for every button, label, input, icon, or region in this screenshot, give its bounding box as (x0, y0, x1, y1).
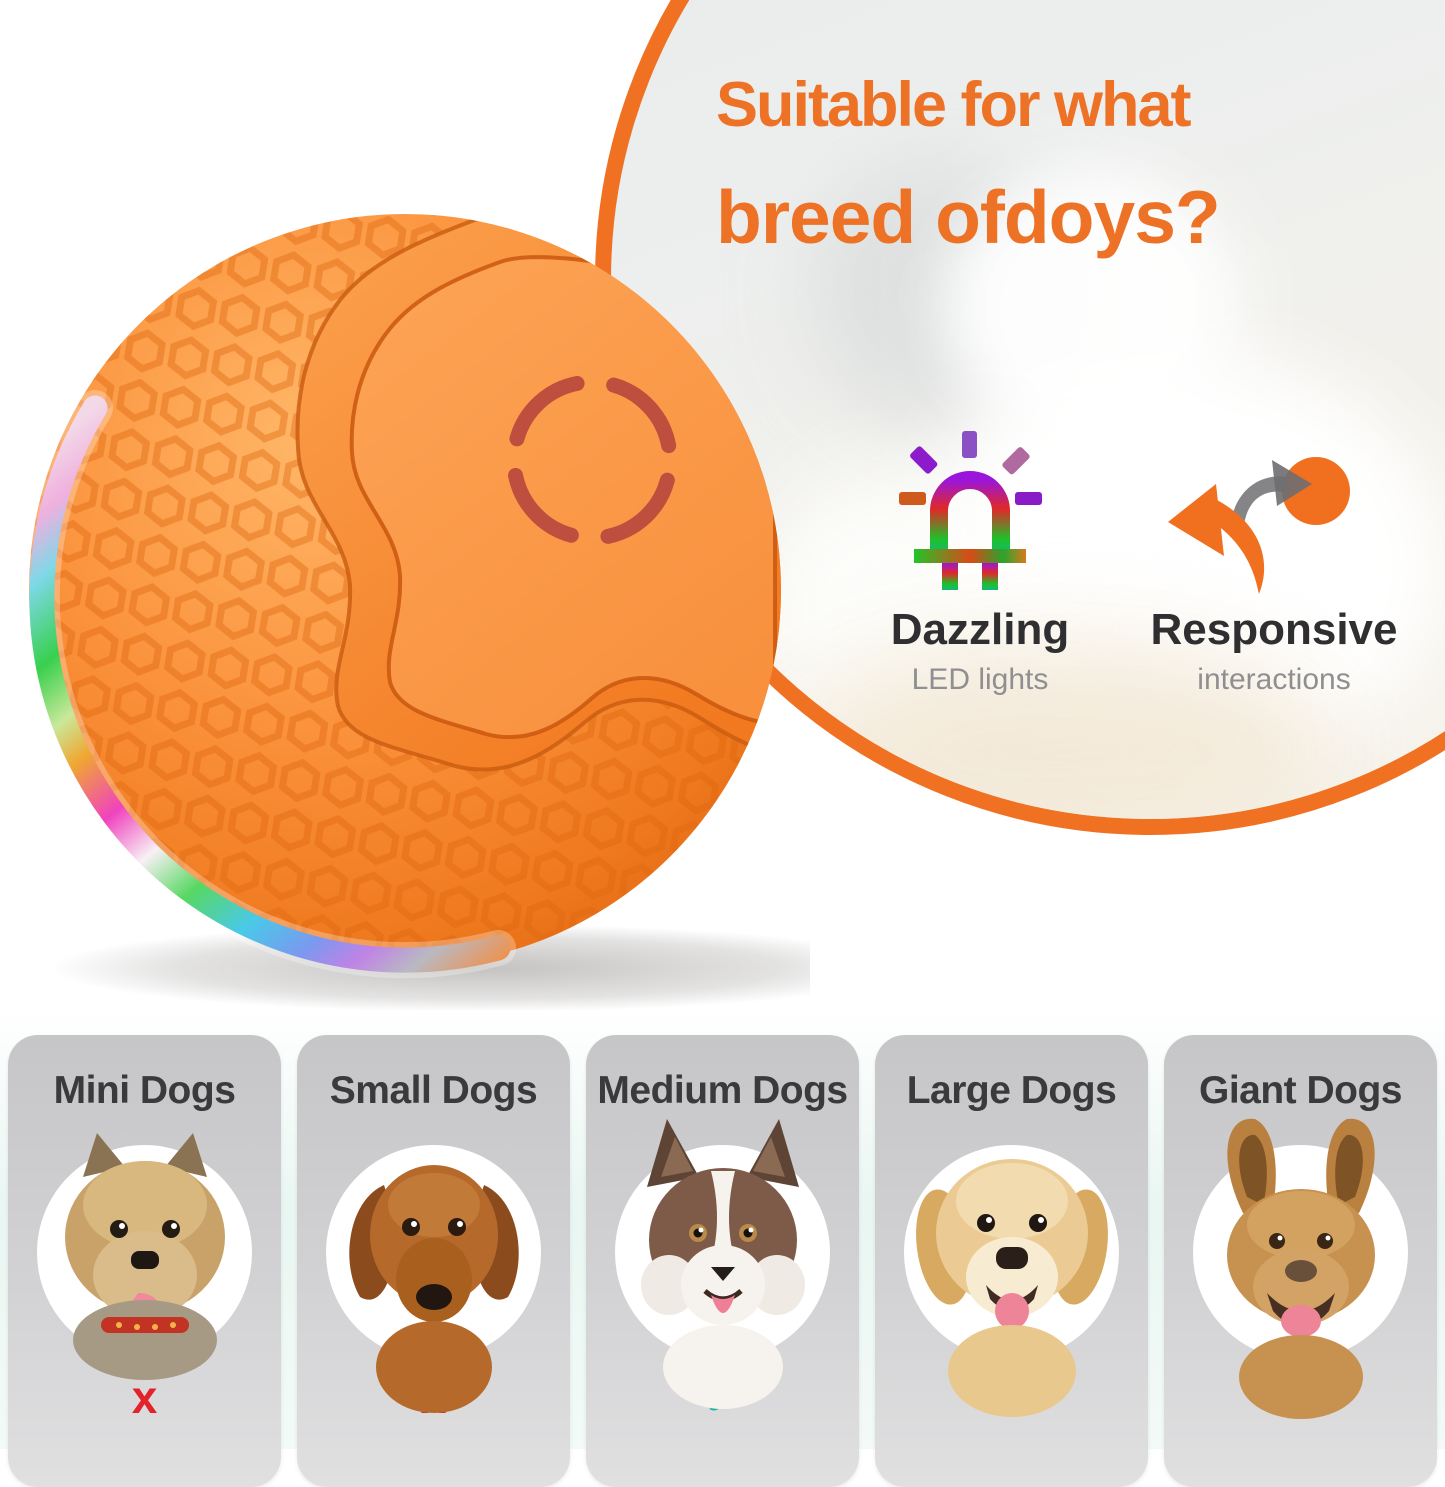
dashed-circle-button (506, 374, 678, 546)
blurred-warm-tint (781, 641, 1341, 819)
golden-retriever-photo (915, 1159, 1108, 1417)
dog-photo-circle (326, 1145, 541, 1413)
yorkshire-terrier-photo (64, 1133, 225, 1380)
ball-dot (1282, 457, 1350, 525)
hero-heading-line2: breed ofdoys? (716, 175, 1221, 259)
dachshund-photo (348, 1165, 519, 1413)
breed-card-small-dogs: Small Dogs x (297, 1035, 570, 1487)
breed-cards-row: Mini Dogs x Small Dogs (0, 1035, 1445, 1487)
card-title: Giant Dogs (1198, 1069, 1403, 1112)
feature-subtitle-interactions: interactions (1197, 663, 1351, 696)
hero-heading-line1: Suitable for what (716, 70, 1192, 140)
ball-smooth-panel (295, 214, 781, 772)
breed-card-mini-dogs: Mini Dogs x (8, 1035, 281, 1487)
breed-card-large-dogs: Large Dogs ✔ (875, 1035, 1148, 1487)
feature-title-responsive: Responsive (1150, 605, 1398, 654)
dog-photo-circle (1193, 1118, 1408, 1419)
border-collie-photo (640, 1119, 805, 1409)
breed-card-medium-dogs: Medium Dogs ✔ (586, 1035, 859, 1487)
rainbow-led-icon (899, 431, 1042, 590)
bounce-arrows-icon (1168, 457, 1350, 594)
dog-photo-circle (615, 1119, 830, 1409)
orange-smart-ball (23, 214, 810, 1012)
card-title: Large Dogs (906, 1069, 1117, 1112)
hero-circle-backdrop (595, 0, 1445, 835)
dog-photo-circle (904, 1145, 1119, 1417)
breed-card-giant-dogs: Giant Dogs ✔ (1164, 1035, 1437, 1487)
card-title: Small Dogs (329, 1069, 538, 1112)
rainbow-led-ring (23, 390, 516, 979)
feature-subtitle-led-lights: LED lights (911, 663, 1049, 696)
dog-photo-circle (37, 1133, 252, 1380)
feature-title-dazzling: Dazzling (890, 605, 1070, 654)
card-title: Medium Dogs (597, 1069, 848, 1112)
pit-bull-photo (1226, 1118, 1375, 1419)
card-title: Mini Dogs (53, 1069, 236, 1112)
